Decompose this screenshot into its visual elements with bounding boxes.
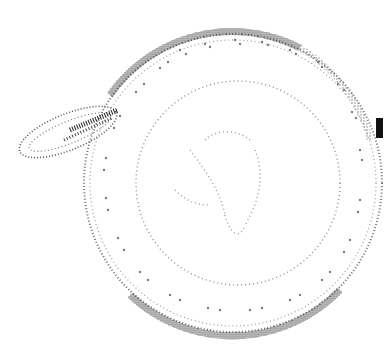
left-loop-tab: [18, 105, 119, 159]
outer-ring: [83, 28, 383, 340]
ring-lettering-dots: [102, 38, 364, 312]
inner-ring: [135, 80, 341, 286]
edge-marker: [376, 118, 383, 138]
center-emblem: [174, 131, 261, 235]
